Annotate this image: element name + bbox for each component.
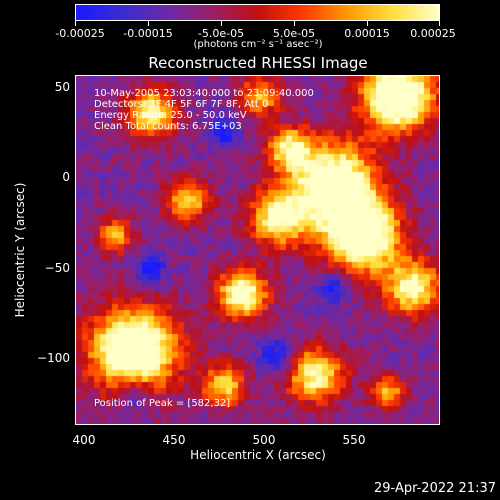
x-tick-label: 400 (72, 433, 96, 447)
colorbar-tick (148, 21, 149, 26)
y-tick-label: 0 (62, 170, 70, 184)
info-detectors: Detectors: 3F 4F 5F 6F 7F 8F, Att 0 (94, 99, 269, 110)
colorbar-tick (367, 21, 368, 26)
x-tick-label: 550 (342, 433, 366, 447)
image-title: Reconstructed RHESSI Image (148, 54, 368, 72)
info-total-counts: Clean Total counts: 6.75E+03 (94, 121, 242, 132)
colorbar-tick-label: 5.0e-05 (272, 27, 316, 40)
rhessi-heatmap (76, 76, 439, 424)
colorbar-tick (294, 21, 295, 26)
colorbar-units: (photons cm⁻² s⁻¹ asec⁻²) (193, 39, 323, 50)
info-time-range: 10-May-2005 23:03:40.000 to 23:09:40.000 (94, 88, 314, 99)
y-tick-label: −50 (44, 261, 70, 275)
timestamp: 29-Apr-2022 21:37 (374, 481, 496, 496)
x-tick-label: 500 (252, 433, 276, 447)
y-tick-label: −100 (37, 351, 70, 365)
image-plot: 10-May-2005 23:03:40.000 to 23:09:40.000… (75, 75, 440, 425)
info-energy-range: Energy Range: 25.0 - 50.0 keV (94, 110, 247, 121)
peak-position: Position of Peak = [582,32] (94, 398, 231, 409)
colorbar-tick-label: 0.00015 (344, 27, 390, 40)
y-axis-label: Heliocentric Y (arcsec) (13, 182, 27, 318)
colorbar-tick-label: 0.00025 (410, 27, 456, 40)
colorbar-tick (75, 21, 76, 26)
colorbar-tick-label: -5.0e-05 (197, 27, 245, 40)
colorbar (75, 4, 440, 21)
x-tick-label: 450 (162, 433, 186, 447)
colorbar-tick (221, 21, 222, 26)
colorbar-tick (439, 21, 440, 26)
colorbar-tick-label: -0.00025 (55, 27, 105, 40)
colorbar-tick-label: -0.00015 (123, 27, 173, 40)
x-axis-label: Heliocentric X (arcsec) (190, 448, 326, 462)
y-tick-label: 50 (54, 80, 70, 94)
